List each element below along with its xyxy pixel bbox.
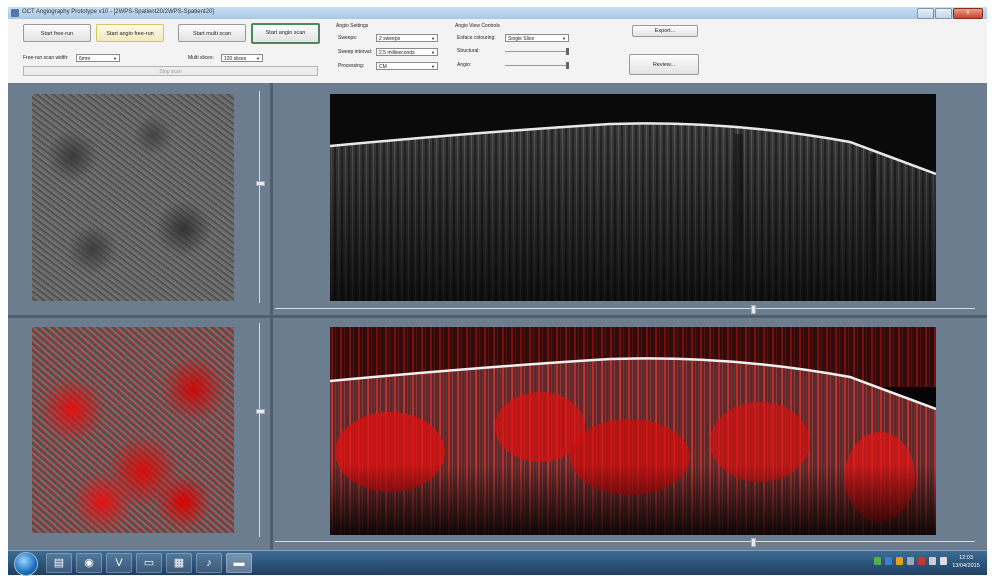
taskbar: ▤ ◉ V ▭ ▦ ♪ ▬ 12:03 13/04/2015	[8, 550, 987, 576]
oct-app-taskbar-icon[interactable]: ▬	[226, 553, 252, 573]
structural-bscan-slider-thumb[interactable]	[751, 305, 756, 314]
start-free-run-button[interactable]: Start free-run	[23, 24, 91, 42]
stop-scan-button[interactable]: Stop scan	[23, 66, 318, 76]
app-window-icon[interactable]: ▭	[136, 553, 162, 573]
multi-slices-value: 120 slices	[224, 56, 247, 62]
structural-bscan-image	[330, 94, 936, 301]
processing-label: Processing:	[338, 63, 365, 69]
chevron-down-icon: ▼	[431, 36, 435, 41]
tray-shield-icon[interactable]	[907, 557, 914, 565]
angio-slider[interactable]	[505, 62, 569, 69]
structural-slider[interactable]	[505, 48, 569, 55]
start-multi-scan-button[interactable]: Start multi scan	[178, 24, 246, 42]
structural-slice-slider-thumb[interactable]	[256, 181, 265, 186]
start-angio-scan-button[interactable]: Start angio scan	[251, 23, 320, 44]
tray-folder-icon[interactable]	[896, 557, 903, 565]
angio-slider-thumb[interactable]	[566, 62, 569, 69]
structural-bscan-graphic	[330, 122, 936, 301]
angio-view-controls-group-label: Angio View Controls	[455, 23, 500, 29]
multi-slices-select[interactable]: 120 slices ▼	[221, 54, 263, 62]
sweeps-label: Sweeps:	[338, 35, 358, 41]
file-explorer-icon[interactable]: ▤	[46, 553, 72, 573]
start-angio-free-run-button[interactable]: Start angio free-run	[96, 24, 164, 42]
tray-network-icon[interactable]	[874, 557, 881, 565]
horizontal-splitter[interactable]	[8, 315, 987, 318]
close-button[interactable]: x	[953, 8, 983, 19]
chevron-down-icon: ▼	[113, 56, 117, 61]
app-icon	[11, 9, 19, 17]
control-toolbar: Start free-run Start angio free-run Star…	[8, 19, 987, 84]
chevron-down-icon: ▼	[431, 50, 435, 55]
app-grid-icon[interactable]: ▦	[166, 553, 192, 573]
structural-enface-image	[32, 94, 234, 301]
structural-slider-thumb[interactable]	[566, 48, 569, 55]
sweep-interval-value: 2.5 milliseconds	[379, 50, 415, 56]
structural-slice-slider[interactable]	[256, 91, 265, 303]
tray-flag-icon[interactable]	[929, 557, 936, 565]
tray-volume-icon[interactable]	[940, 557, 947, 565]
window-title: OCT Angiography Prototype v10 - [2WPS-Sp…	[22, 9, 214, 15]
review-button[interactable]: Review...	[629, 54, 699, 75]
angio-bscan-slider[interactable]	[275, 538, 975, 547]
sweep-interval-select[interactable]: 2.5 milliseconds ▼	[376, 48, 438, 56]
angio-label: Angio:	[457, 62, 472, 68]
app-v-icon[interactable]: V	[106, 553, 132, 573]
start-button[interactable]	[14, 552, 38, 576]
app-tool-icon[interactable]: ♪	[196, 553, 222, 573]
structural-label: Structural:	[457, 48, 480, 54]
angio-enface-image	[32, 327, 234, 533]
angio-settings-group-label: Angio Settings	[336, 23, 369, 29]
viewer-area	[8, 83, 987, 550]
processing-value: CM	[379, 64, 387, 70]
browser-icon[interactable]: ◉	[76, 553, 102, 573]
structural-bscan-slider[interactable]	[275, 305, 975, 314]
multi-slices-label: Multi slices:	[188, 55, 214, 61]
chevron-down-icon: ▼	[256, 56, 260, 61]
angio-bscan-slider-thumb[interactable]	[751, 538, 756, 547]
angio-slice-slider[interactable]	[256, 323, 265, 537]
sweeps-select[interactable]: 2 sweeps ▼	[376, 34, 438, 42]
system-tray	[874, 557, 947, 565]
enface-colouring-select[interactable]: Single Slice ▼	[505, 34, 569, 42]
clock[interactable]: 12:03 13/04/2015	[949, 554, 983, 570]
minimize-button[interactable]	[917, 8, 934, 19]
export-button[interactable]: Export...	[632, 25, 698, 37]
tray-app-icon[interactable]	[885, 557, 892, 565]
window-controls: x	[917, 8, 983, 19]
sweep-interval-label: Sweep interval:	[338, 49, 373, 55]
chevron-down-icon: ▼	[431, 64, 435, 69]
sweeps-value: 2 sweeps	[379, 36, 401, 42]
maximize-button[interactable]	[935, 8, 952, 19]
angio-bscan-image	[330, 327, 936, 535]
clock-time: 12:03	[959, 555, 973, 561]
angio-slice-slider-thumb[interactable]	[256, 409, 265, 414]
clock-date: 13/04/2015	[952, 563, 980, 569]
processing-select[interactable]: CM ▼	[376, 62, 438, 70]
free-run-width-value: 6mm	[79, 56, 91, 62]
free-run-width-select[interactable]: 6mm ▼	[76, 54, 120, 62]
enface-colouring-value: Single Slice	[508, 36, 535, 42]
tray-alert-icon[interactable]	[918, 557, 925, 565]
chevron-down-icon: ▼	[562, 36, 566, 41]
free-run-width-label: Free-run scan width:	[23, 55, 69, 61]
angio-bscan-graphic	[330, 327, 936, 535]
enface-colouring-label: Enface colouring:	[457, 35, 496, 41]
